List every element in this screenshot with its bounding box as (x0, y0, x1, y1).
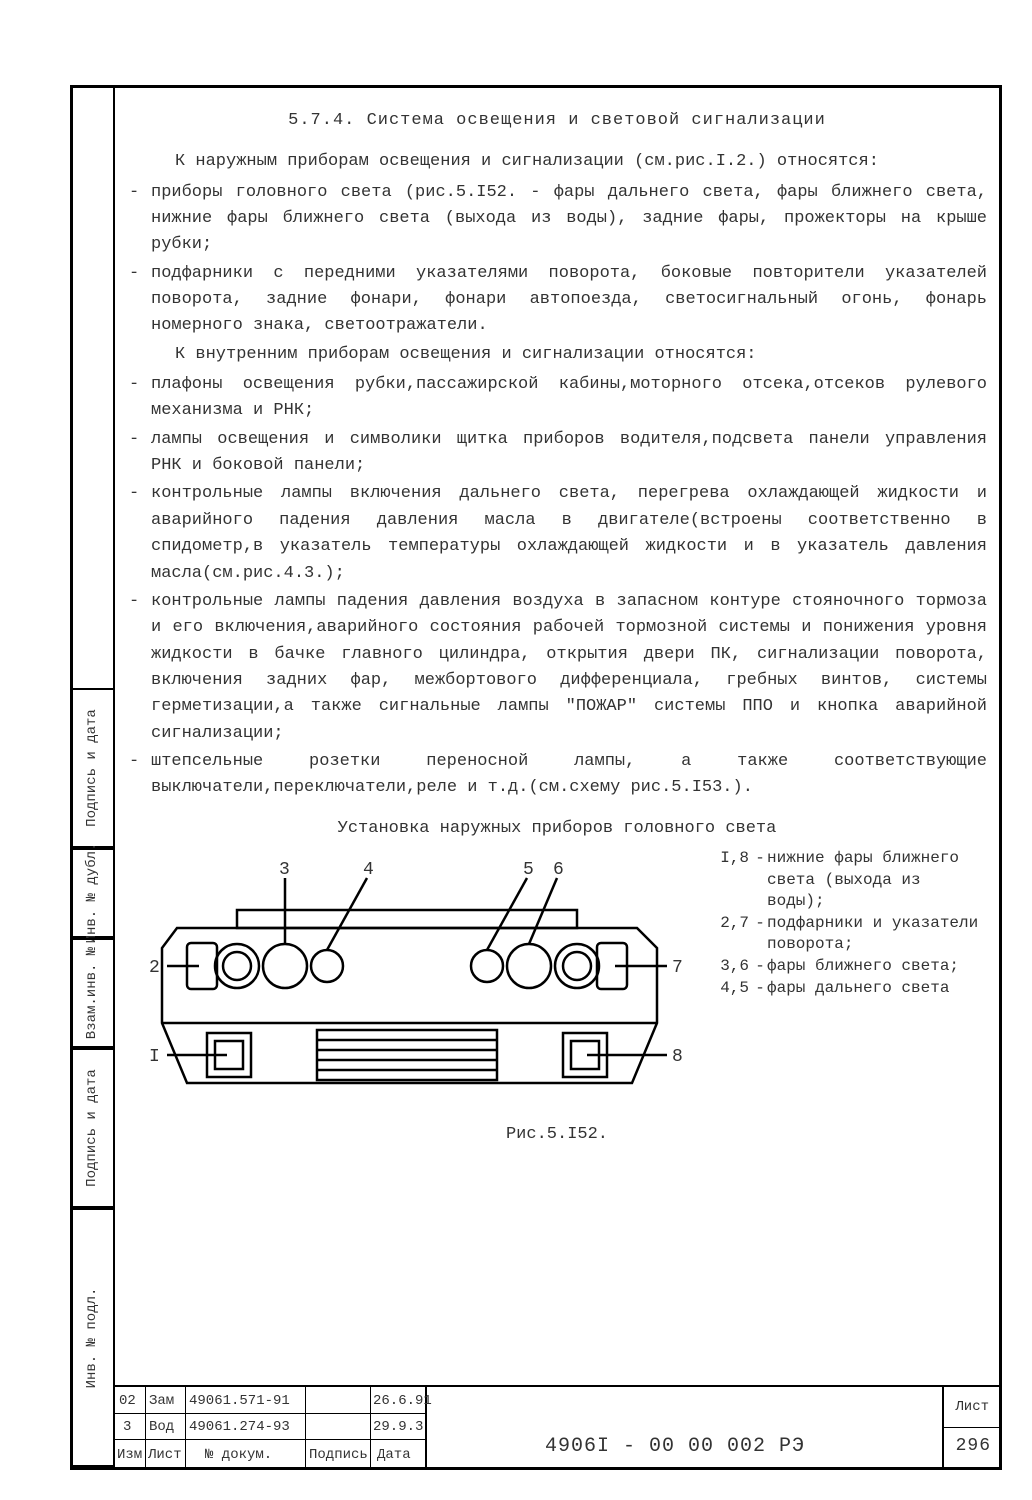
legend-val: подфарники и указатели поворота; (767, 913, 987, 956)
side-label: Подпись и дата (82, 709, 104, 827)
callout: 4 (363, 860, 374, 880)
legend-val: фары ближнего света; (767, 956, 987, 978)
figure-wrap: I 2 3 4 5 6 7 8 I,8-нижние фары ближнего… (127, 848, 987, 1118)
tb-cell: 3 (123, 1417, 131, 1439)
figure-caption: Рис.5.I52. (127, 1122, 987, 1148)
list-item: лампы освещения и символики щитка прибор… (127, 427, 987, 480)
callout: 2 (149, 958, 160, 978)
side-label: Подпись и дата (82, 1069, 104, 1187)
side-column: Подпись и дата Инв. № дубл. Взам.инв. № … (73, 88, 113, 1467)
tb-cell: 02 (119, 1391, 136, 1413)
doc-number: 4906I - 00 00 002 РЭ (545, 1431, 805, 1462)
tb-cell: 49061.571-91 (189, 1391, 290, 1413)
tb-header: № докум. (205, 1445, 272, 1467)
tb-cell: 26.6.91 (373, 1391, 432, 1413)
sheet-number: 296 (956, 1433, 991, 1461)
legend-key: 4,5 (695, 978, 753, 1000)
list-item: контрольные лампы включения дальнего све… (127, 481, 987, 586)
list-item: плафоны освещения рубки,пассажирской каб… (127, 372, 987, 425)
tb-header: Подпись (309, 1445, 368, 1467)
tb-cell: 29.9.3 (373, 1417, 423, 1439)
text-content: 5.7.4. Система освещения и световой сигн… (127, 98, 987, 1297)
tb-cell: Вод (149, 1417, 174, 1439)
intro-paragraph: К наружным приборам освещения и сигнализ… (127, 149, 987, 175)
side-label: Взам.инв. № (82, 947, 104, 1039)
legend-key: 3,6 (695, 956, 753, 978)
callout: 6 (553, 860, 564, 880)
inner-frame: 5.7.4. Система освещения и световой сигн… (113, 88, 999, 1467)
list-item: подфарники с передними указателями повор… (127, 261, 987, 340)
callout: 8 (672, 1047, 683, 1067)
legend-key: 2,7 (695, 913, 753, 956)
legend-key: I,8 (695, 848, 753, 913)
tb-header: Дата (377, 1445, 411, 1467)
side-label: Инв. № дубл. (82, 843, 104, 944)
callout: 7 (672, 958, 683, 978)
list-item: штепсельные розетки переносной лампы, а … (127, 749, 987, 802)
section-heading: 5.7.4. Система освещения и световой сигн… (127, 108, 987, 134)
figure-legend: I,8-нижние фары ближнего света (выхода и… (687, 848, 987, 999)
legend-val: нижние фары ближнего света (выхода из во… (767, 848, 987, 913)
tb-cell: 49061.274-93 (189, 1417, 290, 1439)
list-item: приборы головного света (рис.5.I52. - фа… (127, 180, 987, 259)
tb-header: Изм (117, 1445, 142, 1467)
title-block: 02 Зам 49061.571-91 26.6.91 3 Вод 49061.… (115, 1385, 999, 1467)
callout: 3 (279, 860, 290, 880)
outer-list: приборы головного света (рис.5.I52. - фа… (127, 180, 987, 340)
side-label: Инв. № подл. (82, 1287, 104, 1388)
inner-paragraph: К внутренним приборам освещения и сигнал… (127, 342, 987, 368)
sheet-label: Лист (955, 1397, 989, 1419)
outer-frame: Подпись и дата Инв. № дубл. Взам.инв. № … (70, 85, 1002, 1470)
page: Подпись и дата Инв. № дубл. Взам.инв. № … (0, 0, 1032, 1500)
inner-list: плафоны освещения рубки,пассажирской каб… (127, 372, 987, 802)
callout: I (149, 1047, 160, 1067)
figure-title: Установка наружных приборов головного св… (127, 816, 987, 842)
tb-cell: Зам (149, 1391, 174, 1413)
legend-val: фары дальнего света (767, 978, 987, 1000)
list-item: контрольные лампы падения давления возду… (127, 589, 987, 747)
callout: 5 (523, 860, 534, 880)
tb-header: Лист (148, 1445, 182, 1467)
figure-svg: I 2 3 4 5 6 7 8 (127, 848, 687, 1118)
